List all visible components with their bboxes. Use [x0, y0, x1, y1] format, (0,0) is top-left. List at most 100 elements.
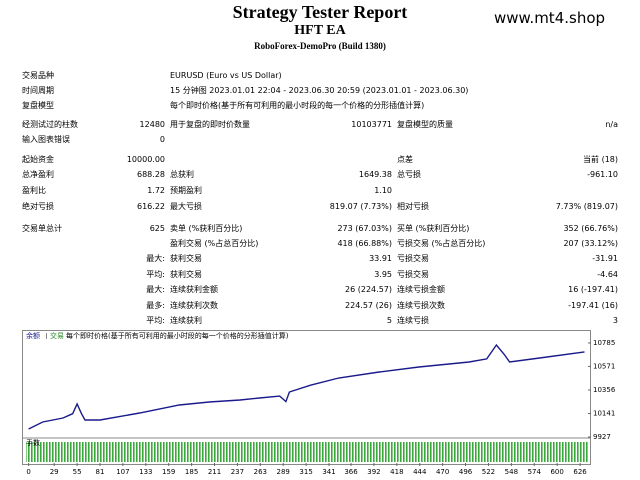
field-value: 平均: — [146, 316, 165, 325]
field-value: 1649.38 — [358, 170, 392, 179]
field-value: 625 — [149, 224, 165, 233]
field-value: 最大: — [146, 254, 165, 263]
x-tick-label: 159 — [162, 468, 175, 476]
x-tick-label: 315 — [299, 468, 312, 476]
field-label: 15 分钟图 2023.01.01 22:04 - 2023.06.30 20:… — [170, 86, 469, 95]
field-value: -961.10 — [587, 170, 618, 179]
x-tick-label: 496 — [459, 468, 473, 476]
x-tick-label: 107 — [116, 468, 129, 476]
field-value: -4.64 — [597, 270, 618, 279]
legend-entry: 每个即时价格(基于所有可利用的最小时段的每一个价格的分形插值计算) — [66, 331, 289, 340]
field-label: 预期盈利 — [170, 186, 202, 195]
field-value: 1.10 — [374, 186, 392, 195]
field-label: 获利交易 — [170, 270, 202, 279]
field-label: 亏损交易 (%占总百分比) — [397, 239, 486, 248]
field-value: 224.57 (26) — [345, 301, 392, 310]
field-value: 7.73% (819.07) — [555, 202, 618, 211]
field-value: 33.91 — [369, 254, 392, 263]
field-value: 207 (33.12%) — [563, 239, 618, 248]
field-label: 连续亏损金额 — [397, 285, 445, 294]
field-label: 亏损交易 — [397, 254, 429, 263]
field-value: 616.22 — [137, 202, 165, 211]
balance-line — [28, 343, 585, 430]
legend-entry: 交易 — [50, 331, 64, 340]
field-value: 10103771 — [351, 120, 392, 129]
field-value: -31.91 — [592, 254, 618, 263]
field-label: 点差 — [397, 155, 413, 164]
legend-divider — [46, 333, 47, 339]
report-subtitle: HFT EA — [294, 23, 346, 38]
x-tick-label: 341 — [322, 468, 335, 476]
x-tick-label: 289 — [277, 468, 290, 476]
x-tick-label: 237 — [231, 468, 244, 476]
field-value: 16 (-197.41) — [568, 285, 618, 294]
x-tick-label: 366 — [344, 468, 358, 476]
x-tick-label: 81 — [96, 468, 105, 476]
x-tick-label: 55 — [73, 468, 82, 476]
field-label: 交易品种 — [22, 71, 54, 80]
field-value: 5 — [386, 316, 392, 325]
balance-chart: 余额 交易 每个即时价格(基于所有可利用的最小时段的每一个价格的分形插值计算) 992… — [22, 330, 616, 476]
field-label: 输入图表错误 — [22, 135, 70, 144]
field-label: 相对亏损 — [397, 202, 429, 211]
x-tick-label: 392 — [367, 468, 380, 476]
field-label: 获利交易 — [170, 254, 202, 263]
field-label: 最大亏损 — [170, 202, 202, 211]
field-label: 盈利交易 (%占总百分比) — [170, 239, 259, 248]
field-value: 3.95 — [374, 270, 392, 279]
x-tick-label: 133 — [139, 468, 152, 476]
x-tick-label: 626 — [573, 468, 587, 476]
field-label: 连续获利次数 — [170, 301, 218, 310]
field-label: 总净盈利 — [22, 170, 54, 179]
field-value: 3 — [612, 316, 618, 325]
field-label: 交易单总计 — [22, 224, 62, 233]
x-tick-label: 185 — [185, 468, 198, 476]
y-tick-label: 10785 — [593, 339, 615, 347]
x-tick-label: 263 — [254, 468, 267, 476]
field-label: EURUSD (Euro vs US Dollar) — [170, 71, 282, 80]
y-tick-label: 10141 — [593, 410, 615, 418]
field-label: 复盘模型的质量 — [397, 120, 453, 129]
field-label: 经测试过的柱数 — [22, 120, 78, 129]
field-value: 352 (66.76%) — [563, 224, 618, 233]
field-value: 最大: — [146, 285, 165, 294]
field-label: 时间周期 — [22, 86, 54, 95]
field-value: 当前 (18) — [583, 155, 618, 164]
lots-bars — [26, 442, 588, 462]
field-value: 最多: — [146, 301, 165, 310]
field-label: 绝对亏损 — [22, 202, 54, 211]
field-label: 连续获利 — [170, 316, 202, 325]
field-label: 买单 (%获利百分比) — [397, 224, 470, 233]
report-server: RoboForex-DemoPro (Build 1380) — [254, 41, 386, 51]
field-value: 418 (66.88%) — [337, 239, 392, 248]
field-label: 用于复盘的即时价数量 — [170, 120, 250, 129]
field-label: 复盘模型 — [22, 101, 54, 110]
x-tick-label: 0 — [26, 468, 30, 476]
x-tick-label: 444 — [413, 468, 427, 476]
x-tick-label: 522 — [482, 468, 495, 476]
field-value: -197.41 (16) — [568, 301, 618, 310]
y-tick-label: 10571 — [593, 362, 615, 370]
field-label: 起始资金 — [22, 155, 54, 164]
report-title: Strategy Tester Report — [232, 2, 408, 22]
legend-entry: 余额 — [26, 331, 40, 340]
field-label: 每个即时价格(基于所有可利用的最小时段的每一个价格的分形插值计算) — [170, 101, 425, 110]
x-tick-label: 548 — [505, 468, 518, 476]
field-label: 连续亏损 — [397, 316, 429, 325]
y-tick-label: 9927 — [593, 433, 611, 441]
field-value: n/a — [605, 120, 618, 129]
field-value: 10000.00 — [126, 155, 165, 164]
field-label: 总获利 — [170, 170, 194, 179]
field-label: 连续亏损次数 — [397, 301, 445, 310]
field-value: 273 (67.03%) — [337, 224, 392, 233]
field-value: 12480 — [139, 120, 165, 129]
field-label: 卖单 (%获利百分比) — [170, 224, 243, 233]
y-tick-label: 10356 — [593, 386, 616, 394]
field-value: 26 (224.57) — [345, 285, 392, 294]
field-label: 总亏损 — [397, 170, 421, 179]
x-tick-label: 29 — [50, 468, 59, 476]
lots-label: 手数 — [26, 438, 40, 447]
field-value: 1.72 — [147, 186, 165, 195]
field-value: 688.28 — [137, 170, 165, 179]
